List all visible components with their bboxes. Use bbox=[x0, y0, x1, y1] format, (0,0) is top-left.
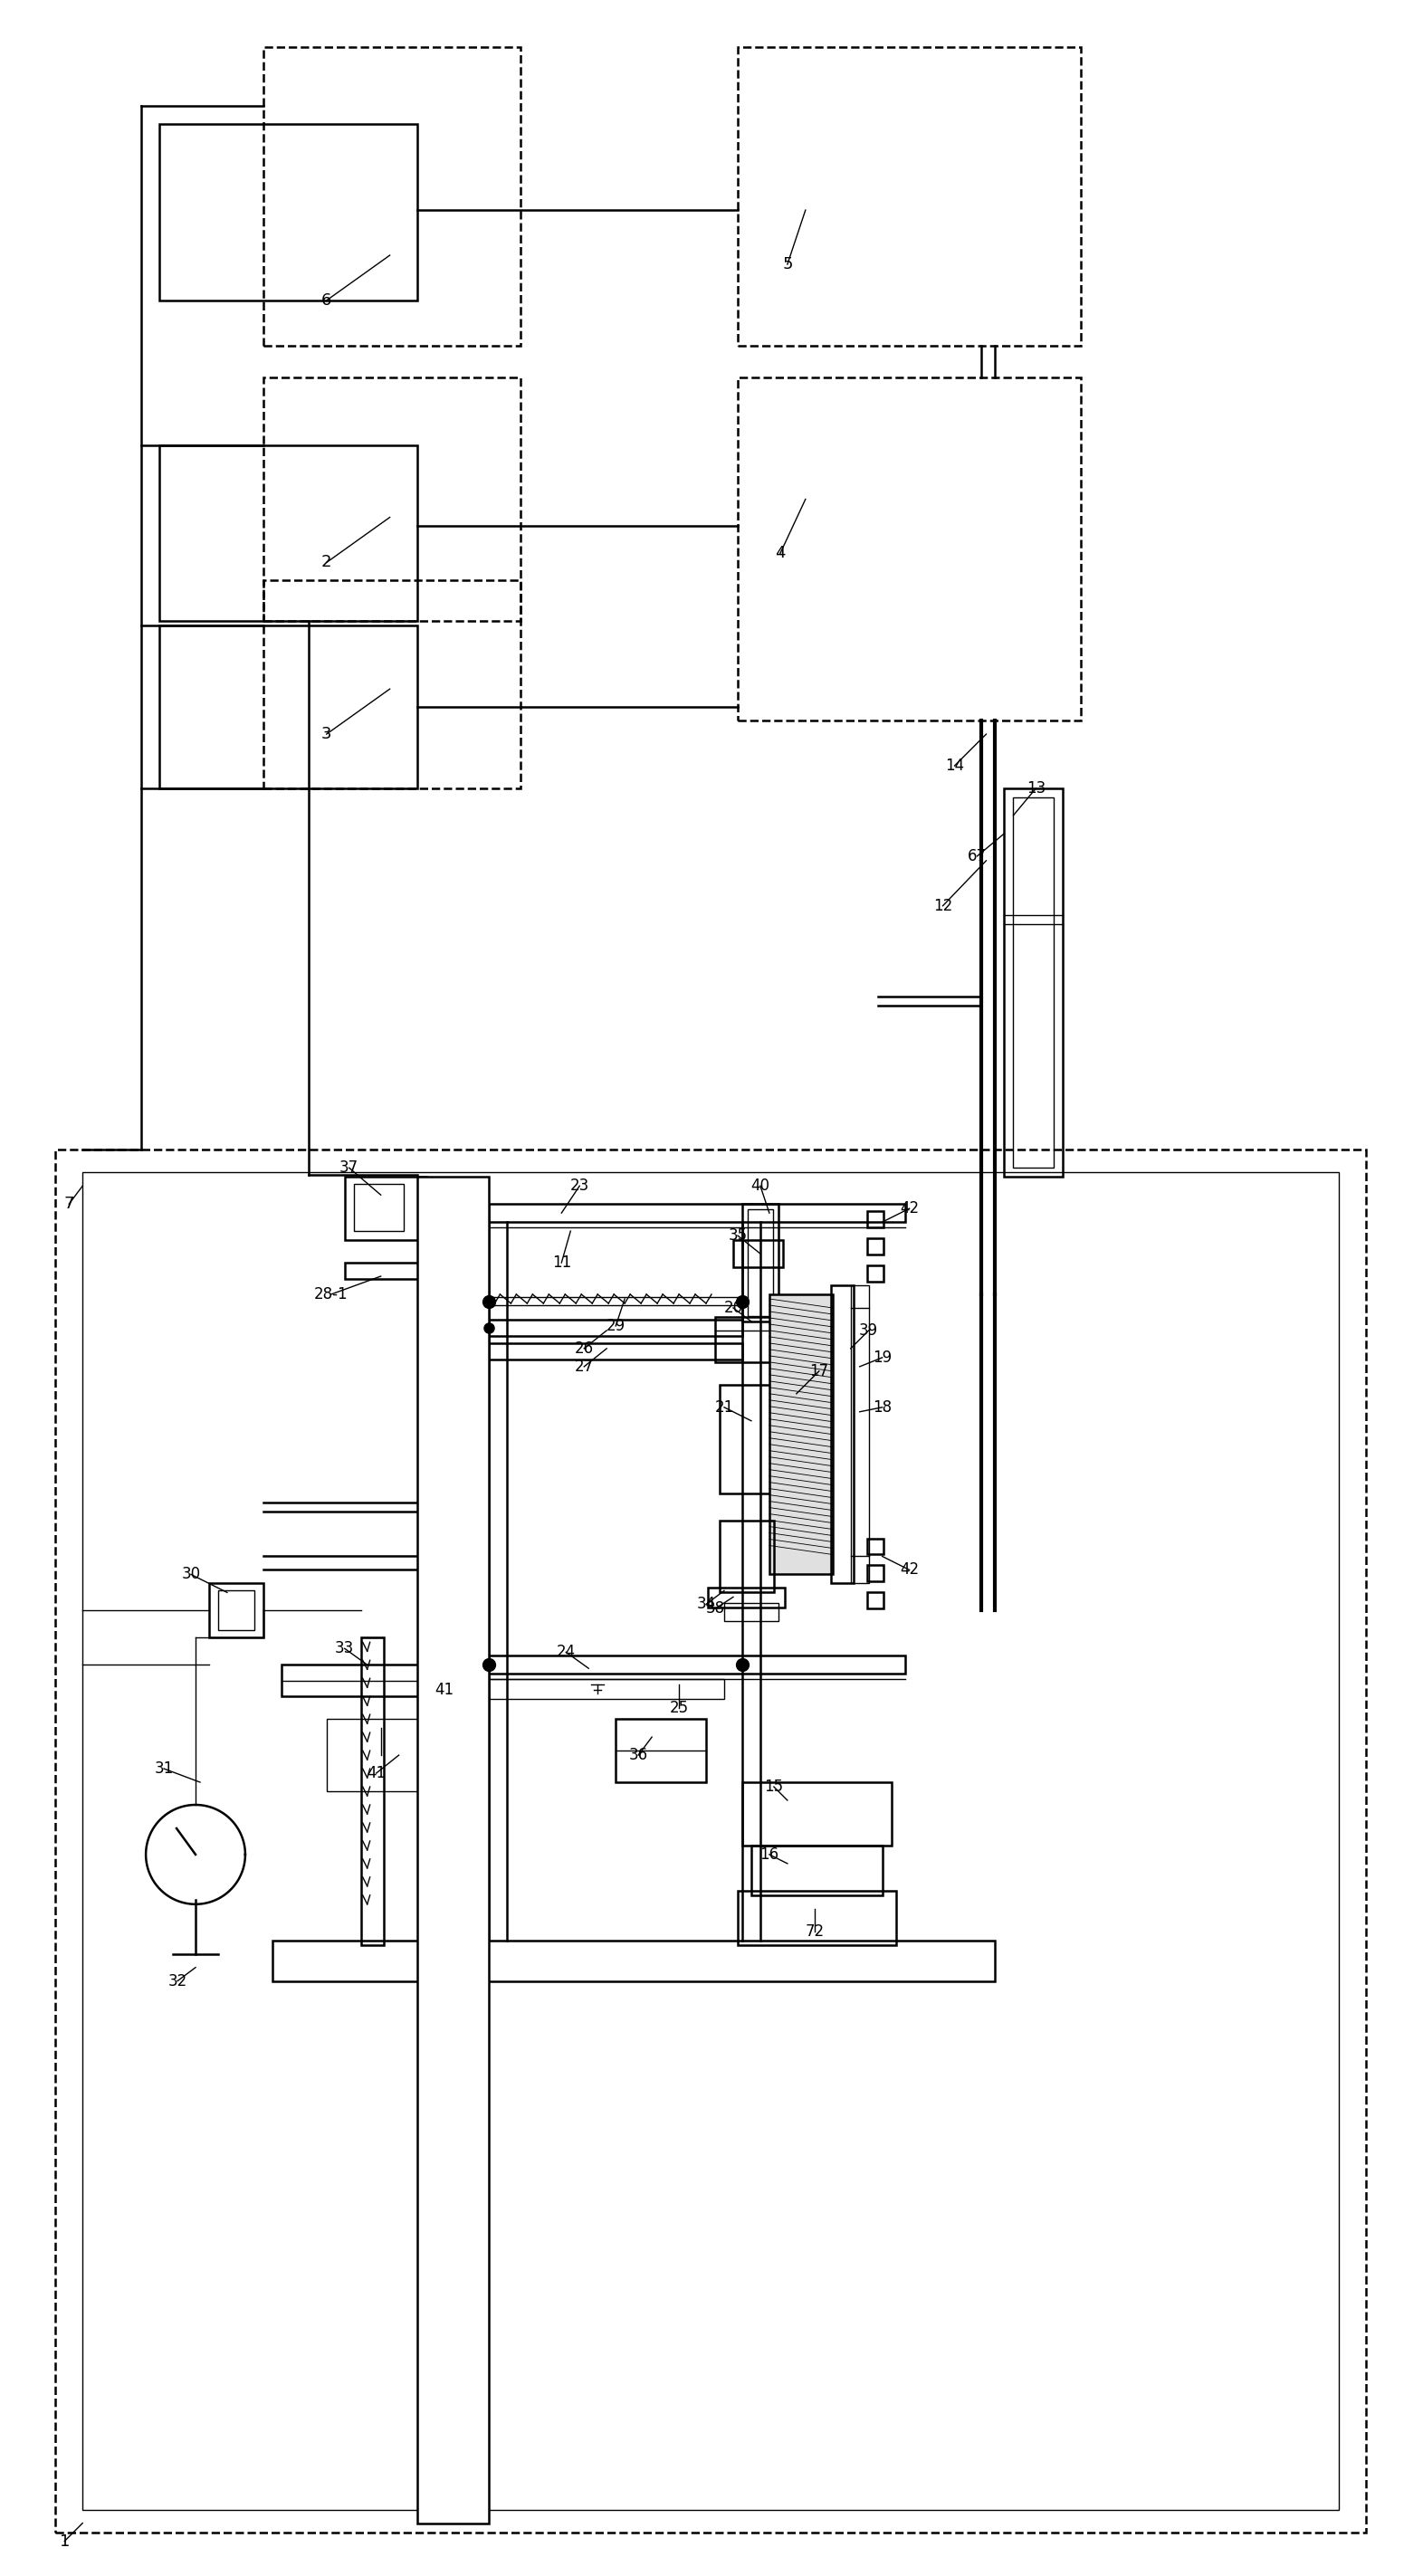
Bar bbox=[490, 1342, 743, 1360]
Bar bbox=[490, 1319, 743, 1337]
Bar bbox=[770, 1293, 832, 1574]
Bar bbox=[55, 1149, 1366, 2532]
Text: 39: 39 bbox=[859, 1321, 878, 1340]
Bar bbox=[344, 1262, 418, 1278]
Text: 3: 3 bbox=[322, 726, 332, 742]
Bar bbox=[851, 1285, 868, 1584]
Bar bbox=[867, 1211, 884, 1226]
Bar bbox=[361, 1638, 383, 1945]
Bar bbox=[263, 580, 521, 788]
Text: 26: 26 bbox=[575, 1340, 593, 1358]
Bar bbox=[733, 1239, 783, 1267]
Text: 40: 40 bbox=[751, 1177, 770, 1195]
Bar bbox=[867, 1592, 884, 1610]
Text: 19: 19 bbox=[872, 1350, 892, 1365]
Bar bbox=[159, 626, 417, 788]
Bar bbox=[724, 1602, 778, 1620]
Text: 31: 31 bbox=[154, 1759, 174, 1777]
Bar bbox=[743, 1783, 891, 1844]
Text: 2: 2 bbox=[322, 554, 332, 572]
Bar bbox=[737, 46, 1081, 345]
Text: 41: 41 bbox=[434, 1682, 454, 1698]
Text: 29: 29 bbox=[606, 1319, 625, 1334]
Text: 72: 72 bbox=[805, 1924, 824, 1940]
Text: 15: 15 bbox=[764, 1777, 784, 1795]
Text: 30: 30 bbox=[182, 1566, 201, 1582]
Bar bbox=[326, 1718, 444, 1790]
Text: 5: 5 bbox=[783, 255, 793, 273]
Bar bbox=[490, 1203, 905, 1221]
Text: 16: 16 bbox=[760, 1847, 778, 1862]
Text: 21: 21 bbox=[714, 1399, 734, 1414]
Text: 18: 18 bbox=[872, 1399, 892, 1414]
Bar bbox=[263, 376, 521, 621]
Text: 27: 27 bbox=[575, 1358, 593, 1376]
Bar bbox=[720, 1520, 774, 1592]
Text: 24: 24 bbox=[556, 1643, 575, 1662]
Bar bbox=[707, 1587, 784, 1607]
Text: 35: 35 bbox=[729, 1226, 747, 1244]
Text: 14: 14 bbox=[945, 757, 965, 773]
Bar bbox=[159, 446, 417, 621]
Text: 36: 36 bbox=[629, 1747, 647, 1762]
Bar bbox=[263, 46, 521, 345]
Bar bbox=[616, 1718, 706, 1783]
Bar bbox=[354, 1185, 403, 1231]
Text: 41: 41 bbox=[367, 1765, 386, 1783]
Text: 11: 11 bbox=[552, 1255, 571, 1270]
Bar bbox=[867, 1239, 884, 1255]
Text: 32: 32 bbox=[168, 1973, 186, 1989]
Text: 42: 42 bbox=[899, 1561, 919, 1579]
Bar bbox=[209, 1584, 263, 1638]
Text: 7: 7 bbox=[64, 1195, 74, 1213]
Bar bbox=[344, 1177, 425, 1239]
Bar bbox=[417, 1177, 490, 2522]
Bar bbox=[716, 1316, 778, 1363]
Text: 25: 25 bbox=[669, 1700, 689, 1716]
Text: 28-1: 28-1 bbox=[314, 1285, 349, 1303]
Text: 4: 4 bbox=[776, 546, 785, 562]
Bar bbox=[751, 1844, 882, 1896]
Text: 13: 13 bbox=[1026, 781, 1046, 796]
Text: 38: 38 bbox=[706, 1600, 724, 1618]
Text: 1: 1 bbox=[60, 2532, 70, 2550]
Bar bbox=[1005, 788, 1063, 1177]
Bar bbox=[159, 124, 417, 301]
Text: 37: 37 bbox=[340, 1159, 359, 1177]
Text: 42: 42 bbox=[899, 1200, 919, 1216]
Bar bbox=[747, 1208, 773, 1316]
Text: 6: 6 bbox=[322, 291, 332, 309]
Bar bbox=[737, 1891, 896, 1945]
Text: 17: 17 bbox=[810, 1363, 828, 1378]
Bar bbox=[272, 1940, 995, 1981]
Bar bbox=[867, 1538, 884, 1553]
Bar bbox=[867, 1566, 884, 1582]
Text: 12: 12 bbox=[933, 896, 952, 914]
Bar bbox=[282, 1664, 444, 1698]
Bar bbox=[83, 1172, 1339, 2509]
Text: 67: 67 bbox=[968, 848, 986, 866]
Bar bbox=[218, 1592, 255, 1631]
Bar bbox=[831, 1285, 854, 1584]
Bar bbox=[490, 1680, 724, 1700]
Bar bbox=[1013, 799, 1054, 1167]
Text: 23: 23 bbox=[571, 1177, 589, 1195]
Bar bbox=[737, 376, 1081, 721]
Text: 34: 34 bbox=[696, 1597, 716, 1613]
Text: 33: 33 bbox=[334, 1641, 354, 1656]
Text: 20: 20 bbox=[724, 1301, 743, 1316]
Bar bbox=[490, 1656, 905, 1674]
Bar bbox=[867, 1265, 884, 1283]
Bar bbox=[720, 1386, 774, 1494]
Bar bbox=[743, 1203, 778, 1321]
